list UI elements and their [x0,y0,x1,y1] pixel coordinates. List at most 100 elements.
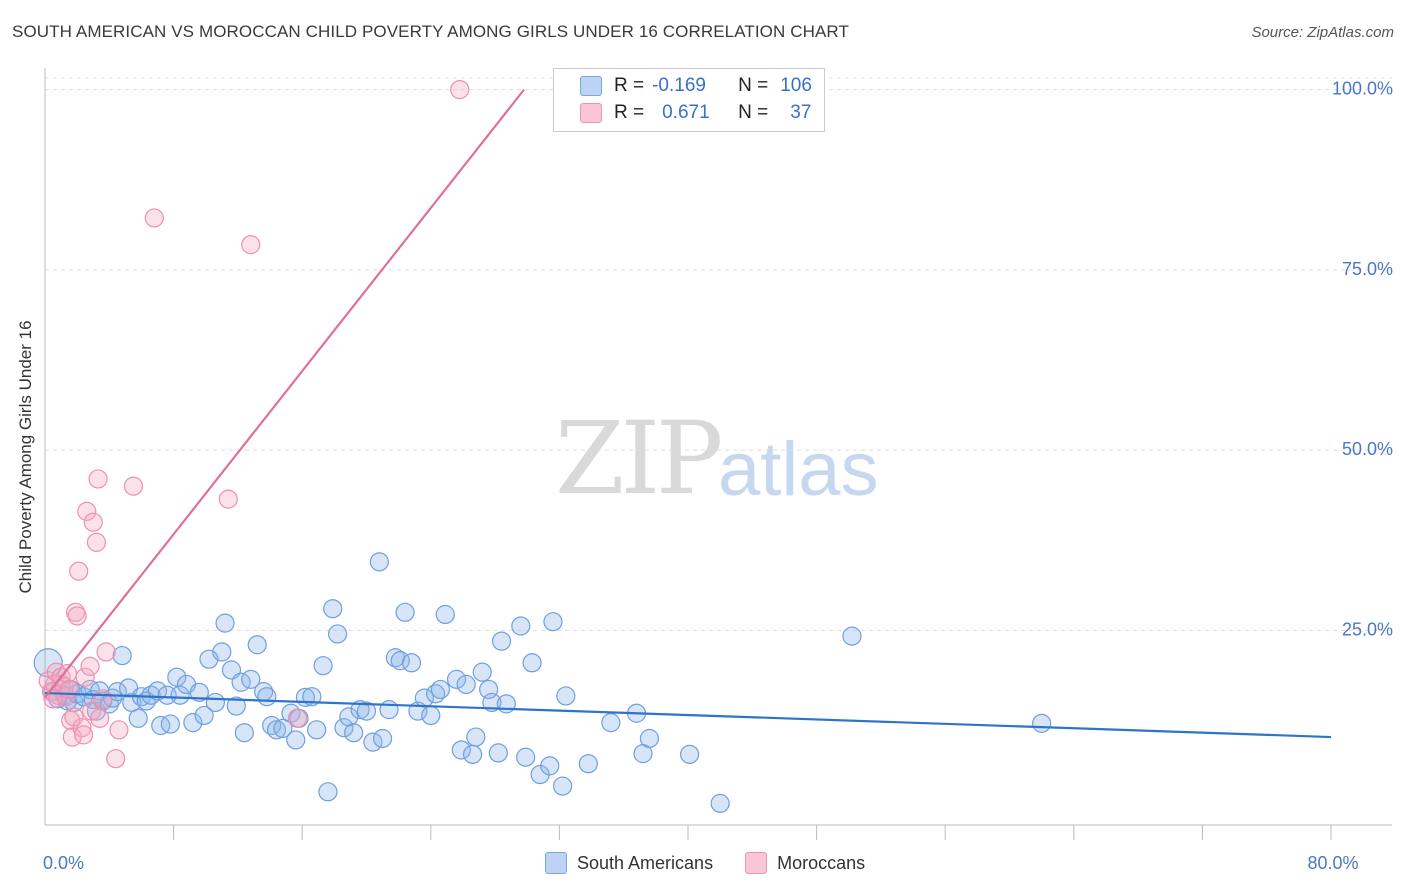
moroccan-point [86,532,107,552]
south-american-point [313,656,333,676]
moroccan-trend-line [44,88,525,699]
moroccan-point [77,501,97,521]
south-american-point [151,715,171,736]
moroccan-point [73,725,94,745]
south-american-point [522,653,542,673]
south-american-point [556,686,576,706]
south-american-point [710,793,730,813]
moroccan-point [88,469,108,489]
south-american-point [395,602,415,622]
south-american-point [286,730,306,750]
moroccan-point [109,720,129,740]
south-american-point [334,718,354,738]
south-american-point [543,612,563,632]
south-american-point [401,653,422,673]
south-american-point [601,713,621,733]
n-value: 37 [790,102,812,123]
south-american-point [435,604,455,625]
south-american-point [226,696,246,716]
moroccan-point [75,667,95,687]
south-american-point [339,707,359,727]
south-american-point [578,754,598,774]
moroccan-point [241,235,261,255]
legend-swatch-blue [545,852,567,874]
x-tick-label: 80.0% [1307,853,1358,873]
y-tick-label: 50.0% [1342,439,1393,459]
south-american-point [472,662,492,682]
n-label: N = [738,75,769,96]
south-american-point [147,681,168,701]
n-value: 106 [780,75,812,96]
legend-label-south-americans: South Americans [577,852,714,873]
chart-title: SOUTH AMERICAN VS MOROCCAN CHILD POVERTY… [12,22,849,41]
south-american-point [446,669,467,689]
south-american-point [350,700,370,720]
moroccan-point [82,701,102,721]
south-american-point [194,705,214,726]
moroccan-point [83,512,103,532]
source-label: Source: ZipAtlas.com [1251,24,1394,41]
moroccan-point [90,708,110,728]
south-american-point [128,708,148,728]
south-american-point [540,756,560,776]
south-american-point [323,599,343,619]
moroccan-point [144,208,164,228]
legend-row-south-americans: R = -0.169 N = 106 [554,73,812,99]
south-american-point [266,720,287,740]
south-american-point [379,700,399,720]
legend-item-south-americans[interactable]: South Americans [545,852,713,874]
south-american-point [344,723,364,743]
south-american-point [496,694,516,714]
south-american-point [189,682,209,702]
south-american-point [372,728,393,749]
r-label: R = [614,75,645,96]
legend-label-moroccans: Moroccans [777,852,866,873]
south-american-point [327,624,348,644]
legend-swatch-pink [745,852,768,874]
south-american-point [451,740,471,760]
moroccan-point [287,708,307,728]
south-american-point [516,747,536,767]
south-american-point [639,728,660,749]
legend-row-moroccans: R = 0.671 N = 37 [554,100,811,126]
x-tick-label: 0.0% [43,853,84,873]
y-tick-label: 100.0% [1332,79,1393,99]
moroccan-point [72,718,92,738]
legend-item-moroccans[interactable]: Moroccans [745,852,865,874]
y-tick-label: 25.0% [1342,619,1393,639]
n-label: N = [738,102,769,123]
south-american-point [241,669,261,689]
south-american-point [553,776,573,796]
south-american-point [456,674,476,695]
south-american-point [212,642,232,662]
south-american-point [205,692,225,713]
legend-swatch-pink [580,103,602,123]
moroccan-point [96,642,116,662]
south-american-point [430,679,451,700]
south-american-point [273,718,293,738]
correlation-legend: R = -0.169 N = 106 R = 0.671 N = 37 [553,68,825,132]
south-american-point [247,635,267,655]
south-american-point [511,616,531,636]
south-american-point [257,687,277,707]
watermark-zip: ZIP [555,400,723,517]
moroccan-point [59,679,79,700]
south-american-point [462,744,483,764]
south-american-point [356,701,377,721]
south-american-point [112,645,132,666]
south-american-point [318,782,338,802]
moroccan-point [80,656,100,676]
moroccan-point [61,710,81,731]
moroccan-point [67,606,87,626]
moroccan-point [450,80,470,100]
south-american-point [482,692,502,713]
south-american-point [369,552,389,572]
south-american-point [488,743,508,763]
moroccan-point [69,561,89,581]
south-american-point [183,713,203,733]
legend-swatch-blue [580,76,602,96]
south-american-point [1032,713,1052,733]
moroccan-point [123,476,144,496]
r-value: -0.169 [652,75,706,96]
